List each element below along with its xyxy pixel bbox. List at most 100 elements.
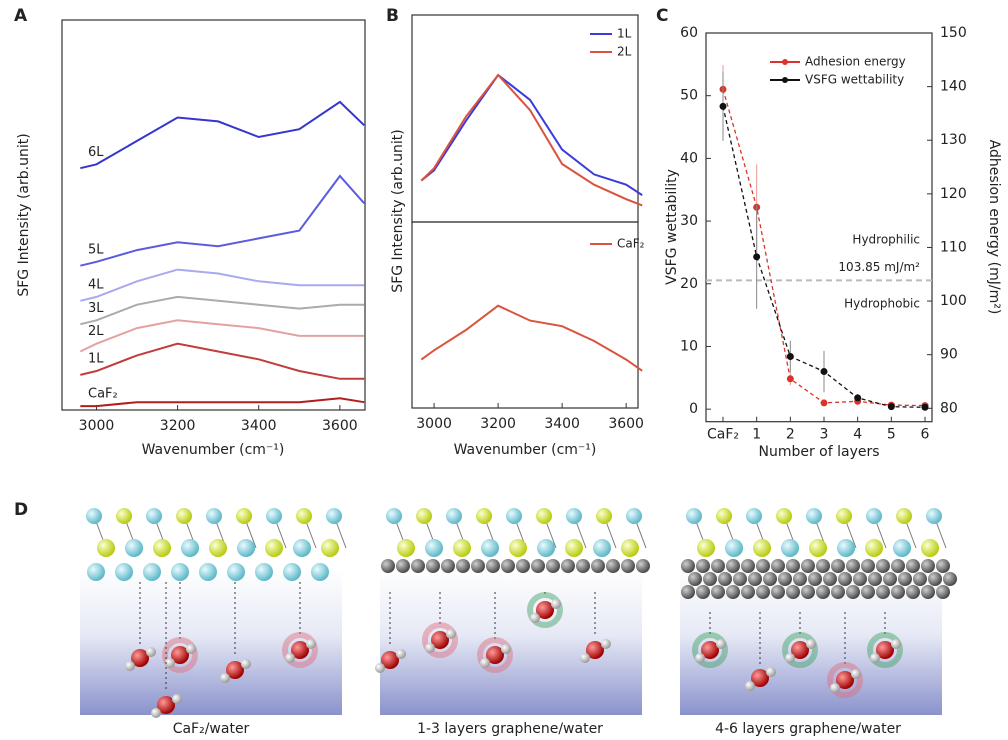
atom — [861, 585, 875, 599]
caption: 4-6 layers graphene/water — [715, 721, 901, 737]
plot-frame — [705, 32, 933, 423]
atom — [711, 559, 725, 573]
atom — [806, 639, 816, 649]
atom — [153, 539, 171, 557]
atom — [936, 585, 950, 599]
atom — [791, 641, 809, 659]
atom — [165, 658, 175, 668]
atom — [143, 563, 161, 581]
atom — [116, 508, 132, 524]
caption: CaF₂/water — [173, 721, 250, 737]
atom — [853, 572, 867, 586]
atom — [131, 649, 149, 667]
atom — [181, 539, 199, 557]
x-tick-label: 3400 — [241, 418, 277, 434]
atom — [536, 601, 554, 619]
x-tick-label: 3000 — [79, 418, 115, 434]
atom — [846, 585, 860, 599]
atom — [551, 599, 561, 609]
atom — [716, 508, 732, 524]
x-tick-label: 6 — [921, 427, 930, 443]
atom — [426, 559, 440, 573]
atom — [823, 572, 837, 586]
atom — [396, 649, 406, 659]
plot-frame — [61, 19, 366, 411]
x-tick-label: 1 — [752, 427, 761, 443]
atom — [255, 563, 273, 581]
atom — [921, 539, 939, 557]
x-axis-label: Wavenumber (cm⁻¹) — [142, 442, 285, 458]
panel-label: D — [14, 500, 28, 520]
atom — [266, 508, 282, 524]
series-label: 5L — [88, 242, 104, 257]
marker — [753, 253, 761, 261]
atom — [596, 508, 612, 524]
atom — [786, 585, 800, 599]
atom — [531, 559, 545, 573]
atom — [311, 563, 329, 581]
series-label: 3L — [88, 301, 104, 316]
x-tick-label: 3200 — [160, 418, 196, 434]
atom — [306, 639, 316, 649]
atom — [115, 563, 133, 581]
atom — [285, 653, 295, 663]
atom — [125, 661, 135, 671]
atom — [501, 644, 511, 654]
atom — [793, 572, 807, 586]
legend-label: VSFG wettability — [805, 73, 904, 87]
atom — [509, 539, 527, 557]
atom — [171, 646, 189, 664]
atom — [486, 646, 504, 664]
x-tick-label: 2 — [786, 427, 795, 443]
atom — [397, 539, 415, 557]
atom — [746, 508, 762, 524]
atom — [785, 653, 795, 663]
atom — [681, 559, 695, 573]
hbond-halo — [782, 632, 818, 668]
y2-tick-label: 120 — [940, 186, 967, 202]
atom — [836, 508, 852, 524]
atom — [146, 647, 156, 657]
atom — [891, 639, 901, 649]
series-line — [80, 295, 365, 326]
atom — [125, 539, 143, 557]
atom — [176, 508, 192, 524]
atom — [806, 508, 822, 524]
atom — [771, 559, 785, 573]
atom — [486, 559, 500, 573]
y2-tick-label: 110 — [940, 239, 967, 255]
atom — [876, 585, 890, 599]
y2-tick-label: 100 — [940, 293, 967, 309]
hbond-halo — [477, 637, 513, 673]
x-axis-label: Number of layers — [758, 444, 879, 460]
atom — [636, 559, 650, 573]
atom — [416, 508, 432, 524]
marker — [719, 102, 727, 110]
atom — [476, 508, 492, 524]
atom — [718, 572, 732, 586]
atom — [265, 539, 283, 557]
atom — [748, 572, 762, 586]
atom — [375, 663, 385, 673]
y2-tick-label: 130 — [940, 132, 967, 148]
atom — [753, 539, 771, 557]
atom — [186, 644, 196, 654]
plot-frame — [411, 14, 639, 223]
atom — [621, 559, 635, 573]
atom — [537, 539, 555, 557]
atom — [906, 585, 920, 599]
atom — [726, 559, 740, 573]
atom — [891, 559, 905, 573]
y-tick-label: 30 — [680, 213, 698, 229]
atom — [446, 629, 456, 639]
series-line — [80, 397, 365, 408]
atom — [471, 559, 485, 573]
legend-label: CaF₂ — [617, 237, 645, 251]
legend-label: 2L — [617, 45, 632, 59]
atom — [172, 694, 182, 704]
series-line — [80, 174, 365, 267]
x-tick-label: 3 — [820, 427, 829, 443]
atom — [425, 643, 435, 653]
atom — [157, 696, 175, 714]
atom — [928, 572, 942, 586]
